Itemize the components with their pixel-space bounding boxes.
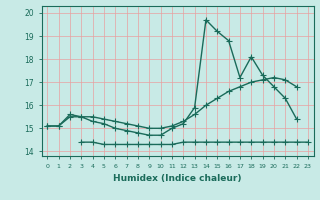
X-axis label: Humidex (Indice chaleur): Humidex (Indice chaleur) bbox=[113, 174, 242, 183]
